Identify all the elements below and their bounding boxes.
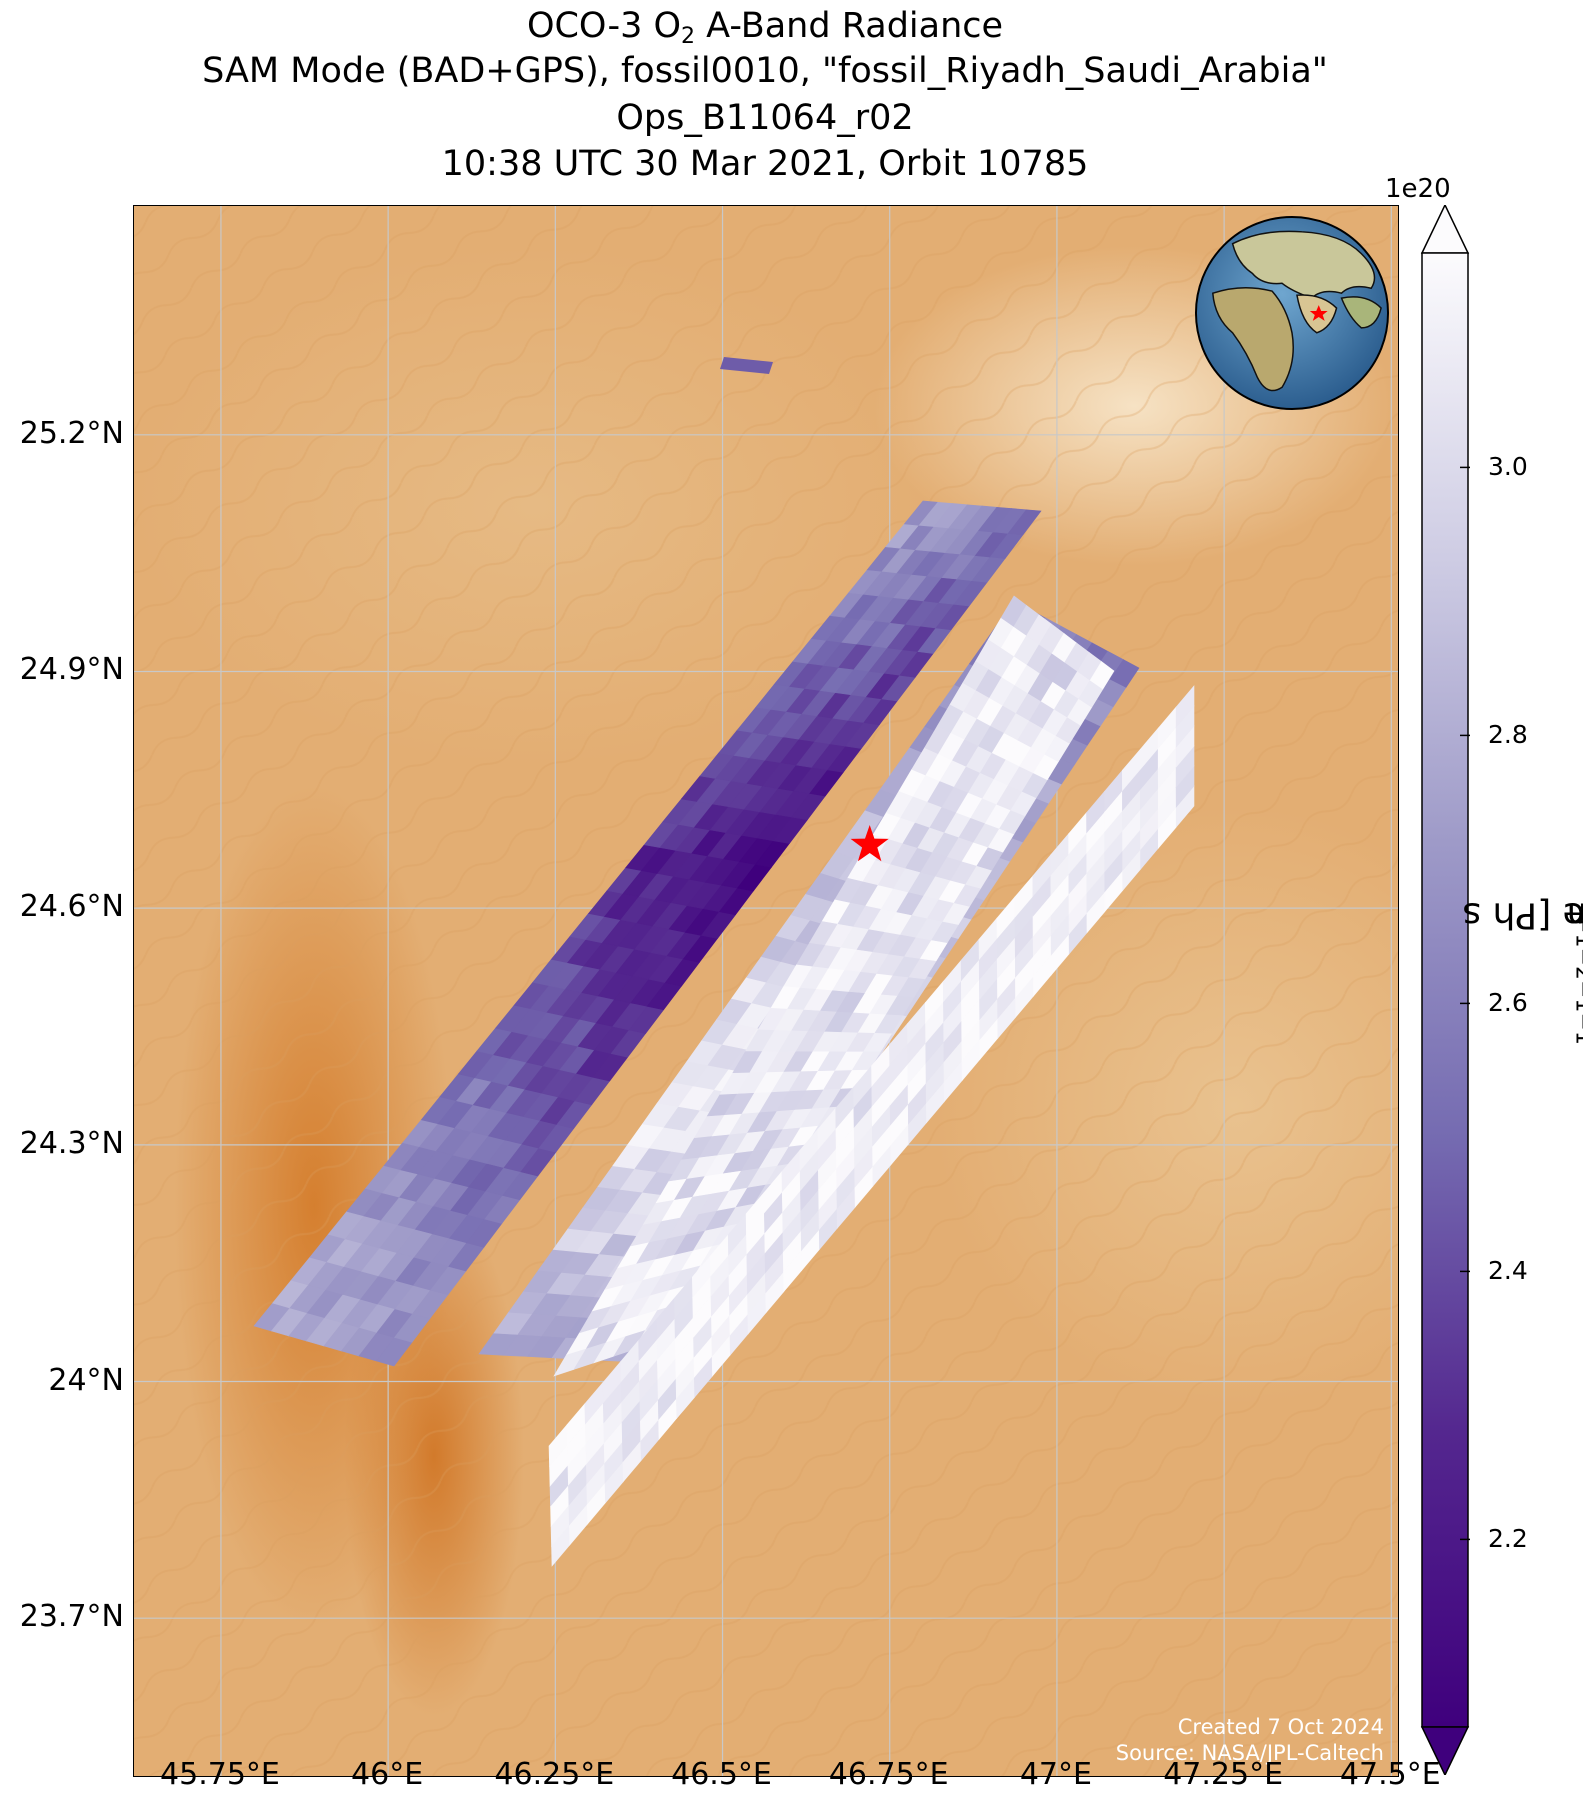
lat-tick-label: 24.3°N <box>19 1125 124 1161</box>
colorbar-tick-label: 2.8 <box>1488 720 1528 750</box>
target-star-marker <box>850 825 889 862</box>
swath-cell <box>1175 685 1195 728</box>
globe-inset <box>1194 215 1390 411</box>
lon-tick-label: 47.25°E <box>1163 1757 1284 1792</box>
chart-title-line3: Ops_B11064_r02 <box>616 98 914 138</box>
swath-1 <box>253 500 1042 1367</box>
lon-tick-label: 45.75°E <box>160 1757 280 1792</box>
lat-tick-label: 25.2°N <box>19 415 124 451</box>
colorbar <box>1420 205 1470 1775</box>
lon-tick-label: 46.5°E <box>671 1757 772 1792</box>
source-credit: Source: NASA/JPL-Caltech <box>1115 1741 1384 1765</box>
created-date: Created 7 Oct 2024 <box>1177 1715 1384 1739</box>
swath-cell <box>1109 659 1140 688</box>
colorbar-exponent: 1e20 <box>1385 174 1451 204</box>
lat-tick-label: 24.6°N <box>19 889 124 925</box>
colorbar-tick-label: 2.4 <box>1488 1256 1528 1286</box>
credit-text: Created 7 Oct 2024 Source: NASA/JPL-Calt… <box>1116 1714 1384 1766</box>
swath-cell <box>1007 509 1042 536</box>
lat-tick-label: 23.7°N <box>19 1599 124 1635</box>
map-canvas <box>134 206 1398 1776</box>
lon-tick-label: 46°E <box>351 1757 424 1792</box>
radiance-swaths <box>253 357 1195 1567</box>
map-panel[interactable]: Created 7 Oct 2024 Source: NASA/JPL-Calt… <box>133 205 1399 1777</box>
lon-tick-label: 47°E <box>1019 1757 1092 1792</box>
swath-4 <box>548 685 1195 1567</box>
lon-tick-label: 46.25°E <box>494 1757 615 1792</box>
isolated-footprint <box>720 357 773 374</box>
colorbar-tick-label: 3.0 <box>1488 452 1528 482</box>
lon-tick-label: 46.75°E <box>828 1757 949 1792</box>
chart-title-line1: OCO-3 O2 A-Band Radiance <box>526 6 1004 49</box>
lat-tick-label: 24°N <box>48 1362 124 1398</box>
swath-3 <box>553 595 1115 1377</box>
colorbar-tick-label: 2.6 <box>1488 988 1528 1018</box>
lon-tick-label: 47.5°E <box>1339 1757 1441 1792</box>
globe-star-icon <box>1309 305 1328 321</box>
swath-cell <box>1089 661 1115 690</box>
chart-title-line4: 10:38 UTC 30 Mar 2021, Orbit 10785 <box>441 144 1089 184</box>
chart-title-line2: SAM Mode (BAD+GPS), fossil0010, "fossil_… <box>202 51 1328 91</box>
colorbar-tick-label: 2.2 <box>1488 1524 1528 1554</box>
lat-tick-label: 24.9°N <box>19 652 124 688</box>
